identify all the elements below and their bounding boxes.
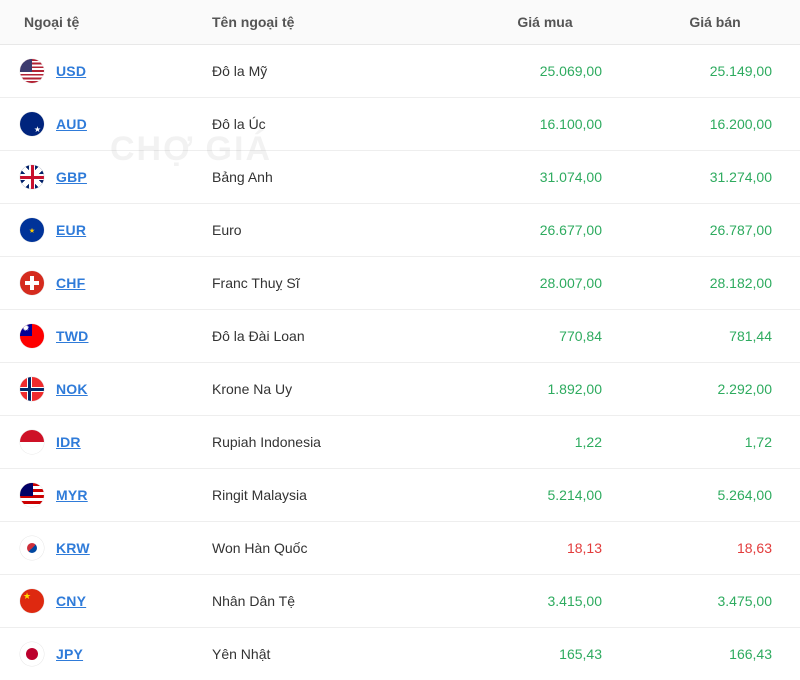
cell-sell-price: 3.475,00 <box>630 575 800 628</box>
header-buy: Giá mua <box>460 0 630 45</box>
cell-buy-price: 5.214,00 <box>460 469 630 522</box>
table-row: GBP Bảng Anh31.074,0031.274,00 <box>0 151 800 204</box>
table-row: CHF Franc Thuỵ Sĩ28.007,0028.182,00 <box>0 257 800 310</box>
cell-currency: CNY <box>0 575 200 628</box>
exchange-rate-table-container: CHỢ GIÁ Ngoại tệ Tên ngoại tệ Giá mua Gi… <box>0 0 800 680</box>
cell-currency-name: Yên Nhật <box>200 628 460 680</box>
cell-buy-price: 28.007,00 <box>460 257 630 310</box>
cell-currency: TWD <box>0 310 200 363</box>
currency-code-link[interactable]: NOK <box>56 381 88 397</box>
cell-currency: MYR <box>0 469 200 522</box>
cell-currency: JPY <box>0 628 200 680</box>
cell-sell-price: 166,43 <box>630 628 800 680</box>
table-header-row: Ngoại tệ Tên ngoại tệ Giá mua Giá bán <box>0 0 800 45</box>
cell-currency: EUR <box>0 204 200 257</box>
cell-currency-name: Euro <box>200 204 460 257</box>
table-row: AUD Đô la Úc16.100,0016.200,00 <box>0 98 800 151</box>
table-row: TWD Đô la Đài Loan770,84781,44 <box>0 310 800 363</box>
cell-currency-name: Đô la Úc <box>200 98 460 151</box>
usd-flag-icon <box>20 59 44 83</box>
cell-currency-name: Đô la Mỹ <box>200 45 460 98</box>
table-row: KRW Won Hàn Quốc18,1318,63 <box>0 522 800 575</box>
cny-flag-icon <box>20 589 44 613</box>
cell-currency-name: Franc Thuỵ Sĩ <box>200 257 460 310</box>
cell-sell-price: 18,63 <box>630 522 800 575</box>
exchange-rate-table: Ngoại tệ Tên ngoại tệ Giá mua Giá bán US… <box>0 0 800 680</box>
table-row: CNY Nhân Dân Tệ3.415,003.475,00 <box>0 575 800 628</box>
cell-currency: KRW <box>0 522 200 575</box>
table-row: IDR Rupiah Indonesia1,221,72 <box>0 416 800 469</box>
cell-currency-name: Bảng Anh <box>200 151 460 204</box>
table-row: USD Đô la Mỹ25.069,0025.149,00 <box>0 45 800 98</box>
currency-code-link[interactable]: USD <box>56 63 86 79</box>
currency-code-link[interactable]: MYR <box>56 487 88 503</box>
krw-flag-icon <box>20 536 44 560</box>
table-row: NOK Krone Na Uy1.892,002.292,00 <box>0 363 800 416</box>
header-currency: Ngoại tệ <box>0 0 200 45</box>
twd-flag-icon <box>20 324 44 348</box>
currency-code-link[interactable]: AUD <box>56 116 87 132</box>
table-row: MYR Ringit Malaysia5.214,005.264,00 <box>0 469 800 522</box>
cell-sell-price: 31.274,00 <box>630 151 800 204</box>
aud-flag-icon <box>20 112 44 136</box>
cell-buy-price: 25.069,00 <box>460 45 630 98</box>
cell-buy-price: 16.100,00 <box>460 98 630 151</box>
cell-buy-price: 26.677,00 <box>460 204 630 257</box>
cell-sell-price: 28.182,00 <box>630 257 800 310</box>
cell-currency-name: Won Hàn Quốc <box>200 522 460 575</box>
cell-sell-price: 16.200,00 <box>630 98 800 151</box>
header-sell: Giá bán <box>630 0 800 45</box>
cell-sell-price: 781,44 <box>630 310 800 363</box>
cell-buy-price: 31.074,00 <box>460 151 630 204</box>
currency-code-link[interactable]: CNY <box>56 593 86 609</box>
cell-currency: GBP <box>0 151 200 204</box>
cell-currency-name: Krone Na Uy <box>200 363 460 416</box>
cell-currency: USD <box>0 45 200 98</box>
cell-currency-name: Rupiah Indonesia <box>200 416 460 469</box>
cell-sell-price: 5.264,00 <box>630 469 800 522</box>
table-row: EUR Euro26.677,0026.787,00 <box>0 204 800 257</box>
myr-flag-icon <box>20 483 44 507</box>
cell-currency-name: Ringit Malaysia <box>200 469 460 522</box>
currency-code-link[interactable]: EUR <box>56 222 86 238</box>
gbp-flag-icon <box>20 165 44 189</box>
cell-sell-price: 26.787,00 <box>630 204 800 257</box>
idr-flag-icon <box>20 430 44 454</box>
eur-flag-icon <box>20 218 44 242</box>
nok-flag-icon <box>20 377 44 401</box>
table-row: JPY Yên Nhật165,43166,43 <box>0 628 800 680</box>
jpy-flag-icon <box>20 642 44 666</box>
cell-currency: NOK <box>0 363 200 416</box>
cell-buy-price: 1.892,00 <box>460 363 630 416</box>
currency-code-link[interactable]: JPY <box>56 646 83 662</box>
currency-code-link[interactable]: CHF <box>56 275 85 291</box>
cell-currency-name: Đô la Đài Loan <box>200 310 460 363</box>
currency-code-link[interactable]: KRW <box>56 540 90 556</box>
currency-code-link[interactable]: GBP <box>56 169 87 185</box>
cell-buy-price: 1,22 <box>460 416 630 469</box>
chf-flag-icon <box>20 271 44 295</box>
cell-buy-price: 770,84 <box>460 310 630 363</box>
cell-currency: AUD <box>0 98 200 151</box>
cell-sell-price: 2.292,00 <box>630 363 800 416</box>
cell-buy-price: 165,43 <box>460 628 630 680</box>
cell-sell-price: 1,72 <box>630 416 800 469</box>
cell-currency: CHF <box>0 257 200 310</box>
currency-code-link[interactable]: IDR <box>56 434 81 450</box>
cell-buy-price: 3.415,00 <box>460 575 630 628</box>
currency-code-link[interactable]: TWD <box>56 328 88 344</box>
cell-buy-price: 18,13 <box>460 522 630 575</box>
cell-currency: IDR <box>0 416 200 469</box>
cell-currency-name: Nhân Dân Tệ <box>200 575 460 628</box>
header-name: Tên ngoại tệ <box>200 0 460 45</box>
cell-sell-price: 25.149,00 <box>630 45 800 98</box>
